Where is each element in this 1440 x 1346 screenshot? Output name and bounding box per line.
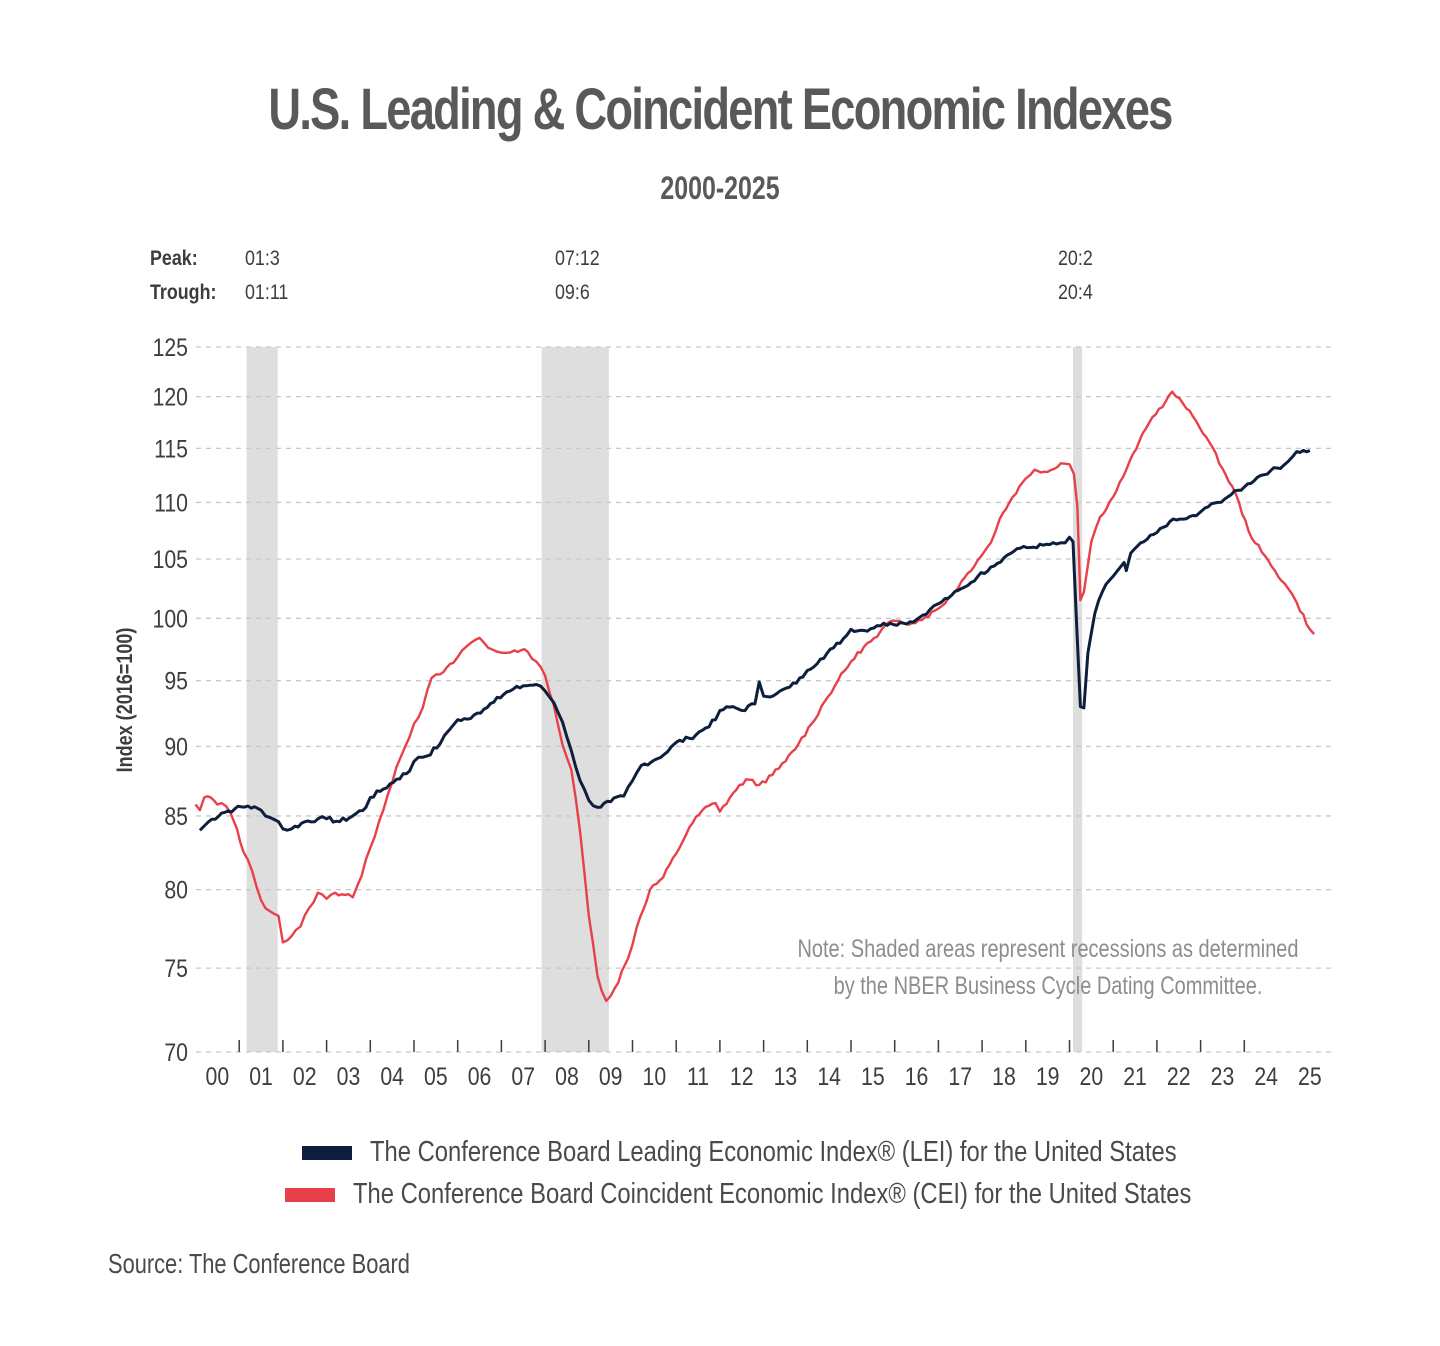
x-axis-ticks: 00 01 02 03 04 05 06 07 08 09 10 11 12 13 14 15 16 17 18 19… xyxy=(206,1040,1322,1090)
x-tick-label-23: 23 xyxy=(1211,1062,1235,1090)
x-tick-label-12: 12 xyxy=(730,1062,754,1090)
x-tick-label-18: 18 xyxy=(992,1062,1016,1090)
legend-swatch-lei xyxy=(302,1145,352,1160)
note-line-2: by the NBER Business Cycle Dating Commit… xyxy=(834,972,1263,1000)
cycle-trough-1: 01:11 xyxy=(245,281,289,304)
x-tick-label-07: 07 xyxy=(511,1062,535,1090)
trough-label: Trough: xyxy=(150,281,217,304)
x-tick-label-03: 03 xyxy=(337,1062,361,1090)
x-tick-label-20: 20 xyxy=(1080,1062,1104,1090)
y-tick-label-75: 75 xyxy=(164,954,188,982)
source-note: Source: The Conference Board xyxy=(108,1248,410,1279)
legend-label-lei: The Conference Board Leading Economic In… xyxy=(370,1136,1177,1168)
x-tick-label-01: 01 xyxy=(249,1062,273,1090)
x-tick-label-25: 25 xyxy=(1298,1062,1322,1090)
series-line-cei xyxy=(194,390,1316,1003)
chart-subtitle: 2000-2025 xyxy=(660,170,780,206)
recession-band-3 xyxy=(1072,347,1083,1052)
y-axis-label: Index (2016=100) xyxy=(113,628,137,773)
legend-item-lei: The Conference Board Leading Economic In… xyxy=(302,1136,1354,1169)
series-line-lei xyxy=(198,448,1311,832)
x-tick-label-11: 11 xyxy=(687,1062,709,1090)
x-tick-label-06: 06 xyxy=(468,1062,492,1090)
cycle-peak-1: 01:3 xyxy=(245,247,280,270)
y-tick-label-85: 85 xyxy=(164,802,188,830)
x-tick-label-14: 14 xyxy=(817,1062,841,1090)
y-tick-label-105: 105 xyxy=(153,545,188,573)
y-tick-label-95: 95 xyxy=(164,667,188,695)
x-tick-label-22: 22 xyxy=(1167,1062,1191,1090)
x-tick-label-21: 21 xyxy=(1123,1062,1147,1090)
x-tick-label-19: 19 xyxy=(1036,1062,1060,1090)
y-tick-label-120: 120 xyxy=(153,383,188,411)
x-tick-label-02: 02 xyxy=(293,1062,317,1090)
y-tick-label-80: 80 xyxy=(164,876,188,904)
note-line-1: Note: Shaded areas represent recessions … xyxy=(797,935,1298,963)
y-tick-label-115: 115 xyxy=(154,435,188,463)
cycle-peak-2: 07:12 xyxy=(555,247,600,270)
legend-item-cei: The Conference Board Coincident Economic… xyxy=(285,1178,1375,1211)
cycle-trough-2: 09:6 xyxy=(555,281,590,304)
legend-swatch-cei xyxy=(285,1187,335,1202)
x-tick-label-17: 17 xyxy=(948,1062,972,1090)
y-tick-label-90: 90 xyxy=(164,733,188,761)
cycle-peak-3: 20:2 xyxy=(1058,247,1093,270)
y-tick-label-100: 100 xyxy=(153,605,188,633)
peak-label: Peak: xyxy=(150,247,198,270)
chart-title: U.S. Leading & Coincident Economic Index… xyxy=(268,77,1173,142)
x-tick-label-15: 15 xyxy=(861,1062,885,1090)
x-tick-label-09: 09 xyxy=(599,1062,623,1090)
series-lines-group xyxy=(194,390,1316,1003)
x-tick-label-13: 13 xyxy=(774,1062,798,1090)
x-tick-label-04: 04 xyxy=(380,1062,404,1090)
y-axis-ticks: 70 75 80 85 90 95 100 105 110 115 120 125 xyxy=(153,333,188,1066)
x-tick-label-05: 05 xyxy=(424,1062,448,1090)
y-tick-label-70: 70 xyxy=(164,1038,188,1066)
x-tick-label-16: 16 xyxy=(905,1062,929,1090)
y-tick-label-125: 125 xyxy=(153,333,188,361)
x-tick-label-24: 24 xyxy=(1254,1062,1278,1090)
x-tick-label-00: 00 xyxy=(206,1062,230,1090)
recession-band-1 xyxy=(246,347,278,1052)
x-tick-label-10: 10 xyxy=(643,1062,667,1090)
x-tick-label-08: 08 xyxy=(555,1062,579,1090)
y-tick-label-110: 110 xyxy=(154,489,188,517)
legend-label-cei: The Conference Board Coincident Economic… xyxy=(353,1178,1192,1210)
cycle-trough-3: 20:4 xyxy=(1058,281,1093,304)
